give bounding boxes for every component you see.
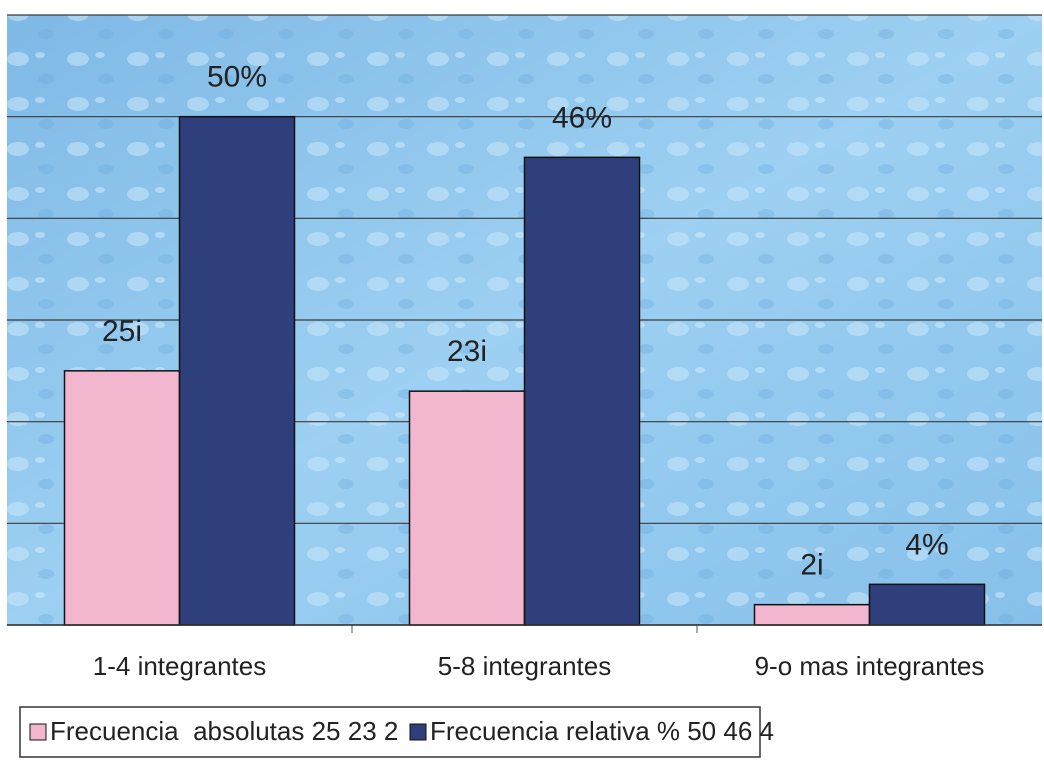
- bar: [408, 390, 526, 626]
- legend-label: Frecuencia absolutas 25 23 2: [50, 716, 398, 746]
- x-tick-label: 9-o mas integrantes: [755, 651, 985, 681]
- bar: [868, 583, 986, 626]
- bar: [523, 156, 641, 626]
- data-label: 23i: [447, 335, 487, 368]
- data-label: 50%: [207, 61, 267, 94]
- legend-label: Frecuencia relativa % 50 46 4: [430, 716, 774, 746]
- data-label: 2i: [800, 549, 823, 582]
- data-label: 46%: [552, 101, 612, 134]
- data-label: 4%: [905, 528, 948, 561]
- x-tick-label: 5-8 integrantes: [438, 651, 611, 681]
- data-label: 25i: [102, 315, 142, 348]
- legend-swatch: [409, 723, 427, 741]
- bar: [178, 115, 296, 626]
- x-tick-label: 1-4 integrantes: [93, 651, 266, 681]
- legend-swatch: [29, 723, 47, 741]
- bar: [753, 603, 871, 626]
- legend-box: [19, 706, 761, 758]
- bar: [63, 370, 181, 626]
